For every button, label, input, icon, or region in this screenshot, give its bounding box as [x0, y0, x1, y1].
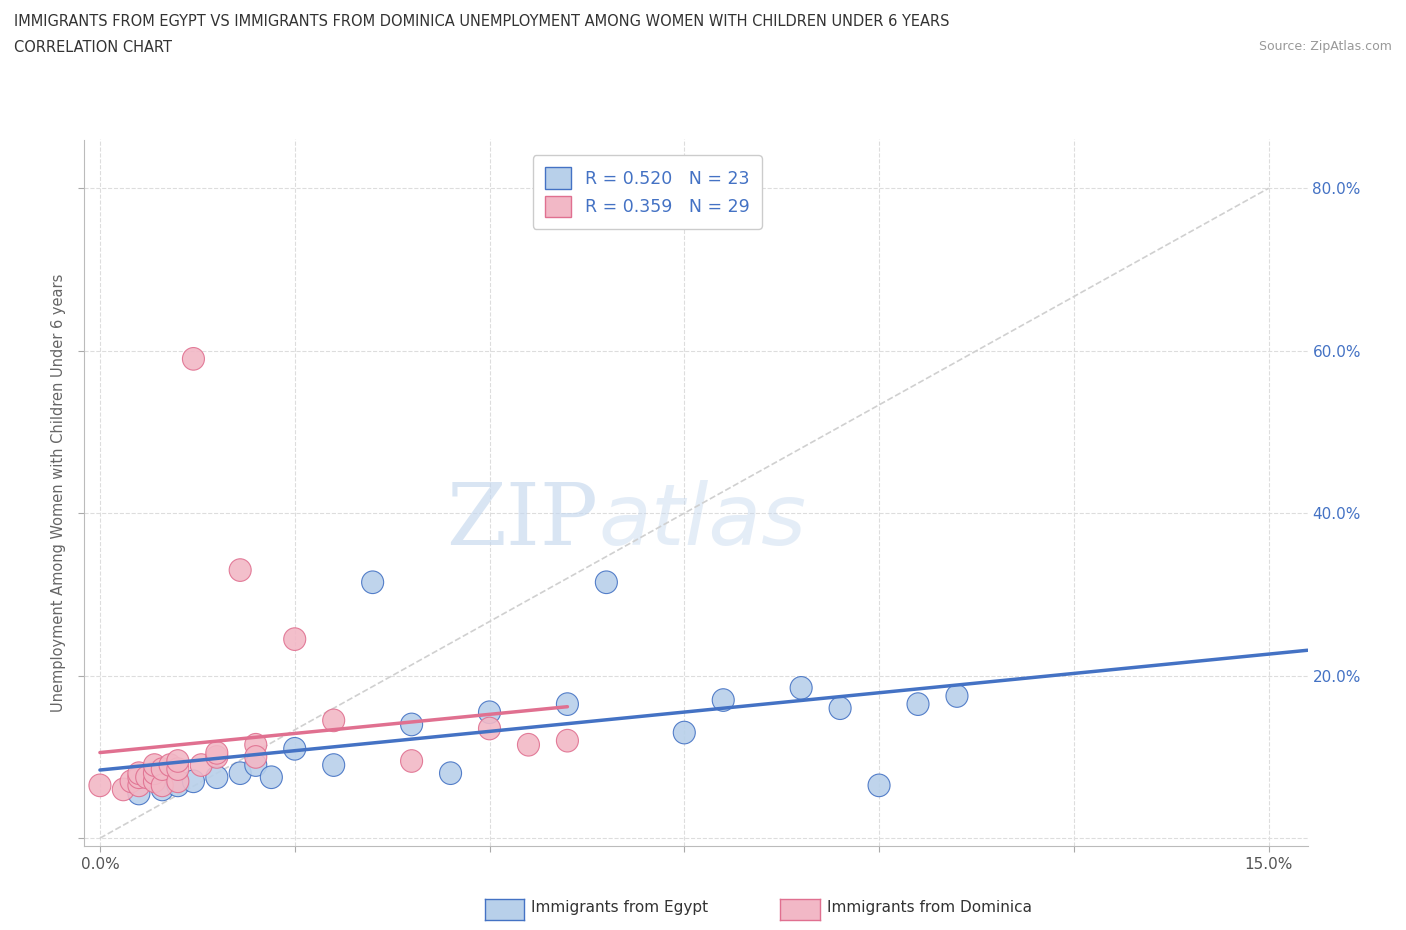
Ellipse shape	[790, 676, 813, 699]
Ellipse shape	[167, 758, 188, 780]
Ellipse shape	[478, 701, 501, 724]
Ellipse shape	[143, 762, 166, 785]
Text: ZIP: ZIP	[446, 480, 598, 563]
Ellipse shape	[361, 571, 384, 593]
Ellipse shape	[673, 722, 696, 744]
Ellipse shape	[478, 717, 501, 739]
Ellipse shape	[517, 734, 540, 756]
Text: Immigrants from Egypt: Immigrants from Egypt	[531, 900, 709, 915]
Ellipse shape	[89, 774, 111, 797]
Ellipse shape	[946, 684, 967, 708]
Ellipse shape	[159, 753, 181, 777]
Ellipse shape	[183, 770, 204, 792]
Ellipse shape	[167, 774, 188, 797]
Ellipse shape	[143, 770, 166, 792]
Ellipse shape	[401, 750, 423, 772]
Ellipse shape	[128, 762, 150, 785]
Ellipse shape	[440, 762, 461, 785]
Ellipse shape	[205, 766, 228, 789]
Ellipse shape	[136, 766, 157, 789]
Ellipse shape	[167, 750, 188, 772]
Ellipse shape	[401, 713, 423, 736]
Ellipse shape	[152, 774, 173, 797]
Ellipse shape	[190, 753, 212, 777]
Ellipse shape	[557, 729, 578, 752]
Ellipse shape	[128, 782, 150, 804]
Ellipse shape	[557, 693, 578, 715]
Ellipse shape	[128, 766, 150, 789]
Text: IMMIGRANTS FROM EGYPT VS IMMIGRANTS FROM DOMINICA UNEMPLOYMENT AMONG WOMEN WITH : IMMIGRANTS FROM EGYPT VS IMMIGRANTS FROM…	[14, 14, 949, 29]
Ellipse shape	[245, 734, 267, 756]
Ellipse shape	[183, 348, 204, 370]
Text: atlas: atlas	[598, 480, 806, 563]
Ellipse shape	[152, 778, 173, 801]
Ellipse shape	[112, 778, 135, 801]
Y-axis label: Unemployment Among Women with Children Under 6 years: Unemployment Among Women with Children U…	[51, 273, 66, 712]
Ellipse shape	[713, 689, 734, 711]
Ellipse shape	[167, 770, 188, 792]
Ellipse shape	[205, 746, 228, 768]
Ellipse shape	[152, 758, 173, 780]
Ellipse shape	[322, 709, 344, 732]
Legend: R = 0.520   N = 23, R = 0.359   N = 29: R = 0.520 N = 23, R = 0.359 N = 29	[533, 155, 762, 229]
Ellipse shape	[830, 697, 851, 720]
Ellipse shape	[595, 571, 617, 593]
Ellipse shape	[245, 753, 267, 777]
Ellipse shape	[284, 628, 305, 650]
Ellipse shape	[143, 753, 166, 777]
Ellipse shape	[322, 753, 344, 777]
Ellipse shape	[907, 693, 929, 715]
Ellipse shape	[205, 741, 228, 764]
Ellipse shape	[245, 746, 267, 768]
Text: Source: ZipAtlas.com: Source: ZipAtlas.com	[1258, 40, 1392, 53]
Ellipse shape	[128, 774, 150, 797]
Text: CORRELATION CHART: CORRELATION CHART	[14, 40, 172, 55]
Ellipse shape	[260, 766, 283, 789]
Ellipse shape	[284, 737, 305, 760]
Ellipse shape	[868, 774, 890, 797]
Ellipse shape	[229, 559, 252, 581]
Ellipse shape	[120, 770, 142, 792]
Ellipse shape	[229, 762, 252, 785]
Text: Immigrants from Dominica: Immigrants from Dominica	[827, 900, 1032, 915]
